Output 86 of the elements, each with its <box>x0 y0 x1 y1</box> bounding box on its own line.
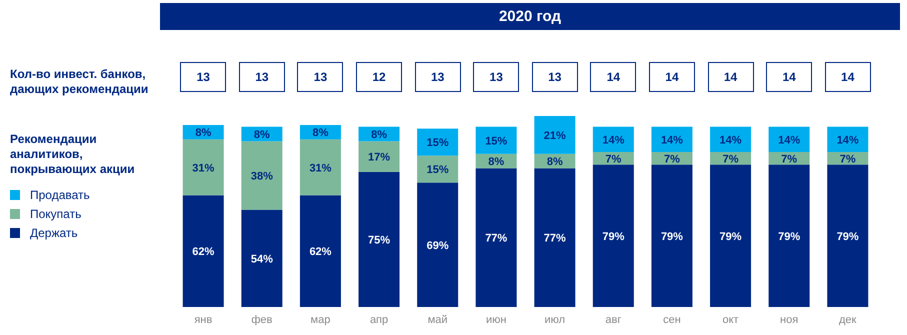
data-label: 38% <box>250 170 274 182</box>
text: 14 <box>824 62 871 92</box>
data-label: 54% <box>250 253 274 266</box>
chart-title: 2020 год <box>160 3 900 30</box>
x-tick-label: ноя <box>780 314 798 326</box>
bar <box>827 164 868 307</box>
bar <box>182 139 224 196</box>
x-tick-label: сен <box>663 314 681 326</box>
bar <box>534 168 576 307</box>
bar <box>300 195 341 307</box>
legend-label: Держать <box>29 224 79 242</box>
bar <box>300 139 341 196</box>
x-tick-label: янв <box>194 314 212 326</box>
bar <box>476 126 517 154</box>
text: 13 <box>297 62 344 92</box>
data-label: 8% <box>546 156 563 168</box>
data-label: 7% <box>781 153 798 166</box>
x-tick-label: апр <box>370 314 388 326</box>
data-label: 77% <box>544 232 566 245</box>
bar <box>592 164 634 307</box>
data-label: 79% <box>660 230 684 243</box>
data-label: 7% <box>605 153 622 166</box>
bar <box>710 164 752 307</box>
data-label: 15% <box>426 137 449 150</box>
bar <box>182 195 224 307</box>
x-tick-label: фев <box>251 314 273 326</box>
bar <box>768 164 810 307</box>
data-label: 7% <box>840 153 856 166</box>
text: 12 <box>356 62 402 92</box>
bar <box>358 141 400 172</box>
data-label: 15% <box>426 164 449 176</box>
data-label: 69% <box>426 240 449 252</box>
x-tick-label: июн <box>486 314 506 326</box>
legend-label: Покупать <box>29 206 82 222</box>
data-label: 17% <box>368 152 390 164</box>
bar <box>417 156 458 183</box>
data-label: 79% <box>720 230 742 243</box>
bar <box>241 210 282 307</box>
x-tick-label: окт <box>722 314 739 326</box>
data-label: 8% <box>371 129 388 142</box>
bar <box>417 128 458 156</box>
data-label: 62% <box>192 246 215 258</box>
bar <box>534 116 576 154</box>
data-label: 14% <box>660 134 684 146</box>
text: Кол-во инвест. банков, дающих рекомендации <box>10 67 150 97</box>
text: 14 <box>648 62 695 92</box>
x-tick-label: май <box>428 314 448 326</box>
text: 13 <box>473 62 520 92</box>
text: 13 <box>238 62 285 92</box>
data-label: 31% <box>309 162 332 174</box>
x-tick-label: июл <box>544 314 566 326</box>
data-label: 14% <box>836 134 859 146</box>
bar <box>476 168 517 307</box>
text: 14 <box>766 62 812 92</box>
x-tick-label: авг <box>605 314 622 326</box>
data-label: 8% <box>195 127 212 140</box>
data-label: 7% <box>722 153 739 166</box>
data-label: 15% <box>485 135 508 148</box>
data-label: 8% <box>312 127 329 140</box>
text: 14 <box>590 62 636 92</box>
data-label: 79% <box>602 230 625 243</box>
data-label: 77% <box>485 232 508 245</box>
data-label: 75% <box>368 234 390 246</box>
text: 14 <box>708 62 754 92</box>
data-label: 31% <box>192 162 215 174</box>
data-label: 8% <box>488 156 504 168</box>
text: 13 <box>532 62 578 92</box>
data-label: 7% <box>664 153 680 166</box>
bar <box>417 182 458 307</box>
data-label: 21% <box>544 130 566 142</box>
data-label: 79% <box>778 230 800 243</box>
legend-title: Рекомендации аналитиков, покрывающих акции <box>10 132 136 177</box>
data-label: 14% <box>720 134 742 146</box>
data-label: 62% <box>309 246 332 258</box>
text: 13 <box>180 62 226 92</box>
data-label: 14% <box>602 134 625 146</box>
x-tick-label: дек <box>839 314 857 326</box>
data-label: 8% <box>254 129 270 142</box>
bar <box>358 172 400 307</box>
legend-label: Продавать <box>29 186 91 204</box>
x-tick-label: мар <box>310 314 330 326</box>
bar <box>241 141 282 210</box>
bar <box>651 164 692 307</box>
data-label: 14% <box>778 134 800 146</box>
data-label: 79% <box>836 230 859 243</box>
text: 13 <box>414 62 461 92</box>
